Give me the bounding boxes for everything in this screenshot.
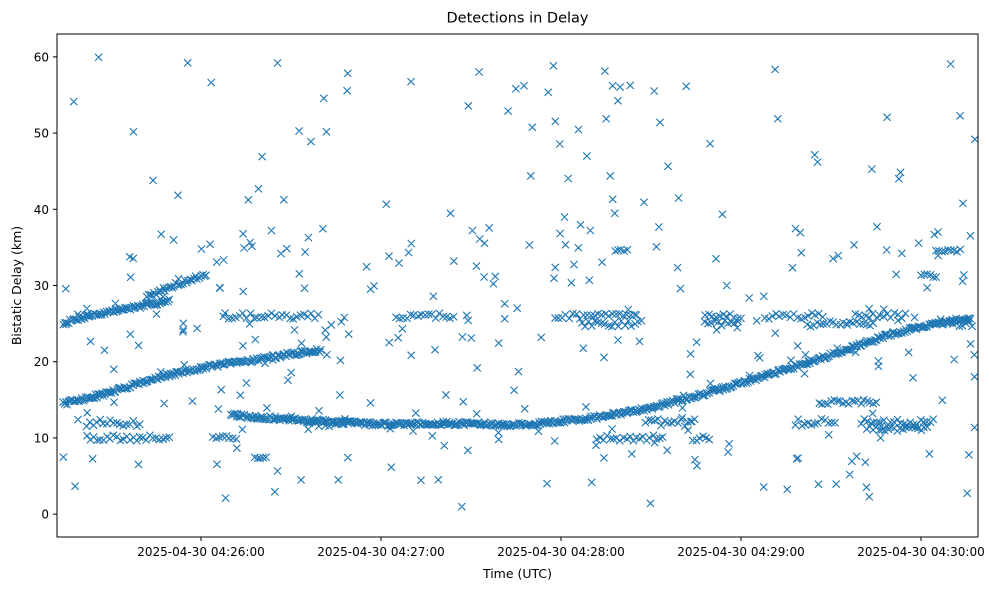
y-tick-label: 10 (34, 431, 49, 445)
y-tick-label: 50 (34, 127, 49, 141)
x-marker-group (82, 316, 977, 445)
x-marker-group (59, 58, 978, 511)
y-axis-ticks: 0 10 20 30 40 50 60 (34, 50, 57, 522)
x-tick-label: 2025-04-30 04:26:00 (137, 545, 264, 559)
x-axis-ticks: 2025-04-30 04:26:00 2025-04-30 04:27:00 20… (137, 537, 985, 559)
data-points (59, 53, 978, 511)
x-marker-group (221, 309, 975, 338)
x-tick-label: 2025-04-30 04:29:00 (677, 545, 804, 559)
chart-title: Detections in Delay (446, 11, 588, 27)
x-marker-group (624, 327, 901, 417)
x-tick-label: 2025-04-30 04:30:00 (857, 545, 984, 559)
x-tick-label: 2025-04-30 04:28:00 (497, 545, 624, 559)
x-axis-label: Time (UTC) (482, 566, 552, 581)
y-tick-label: 30 (34, 279, 49, 293)
x-marker-group (175, 345, 361, 429)
y-tick-label: 60 (34, 50, 49, 64)
x-marker-group (59, 270, 210, 409)
y-tick-label: 0 (41, 508, 49, 522)
y-axis-label: Bistatic Delay (km) (9, 226, 24, 345)
x-marker-group (61, 53, 978, 508)
y-tick-label: 20 (34, 355, 49, 369)
y-tick-label: 40 (34, 203, 49, 217)
x-tick-label: 2025-04-30 04:27:00 (317, 545, 444, 559)
